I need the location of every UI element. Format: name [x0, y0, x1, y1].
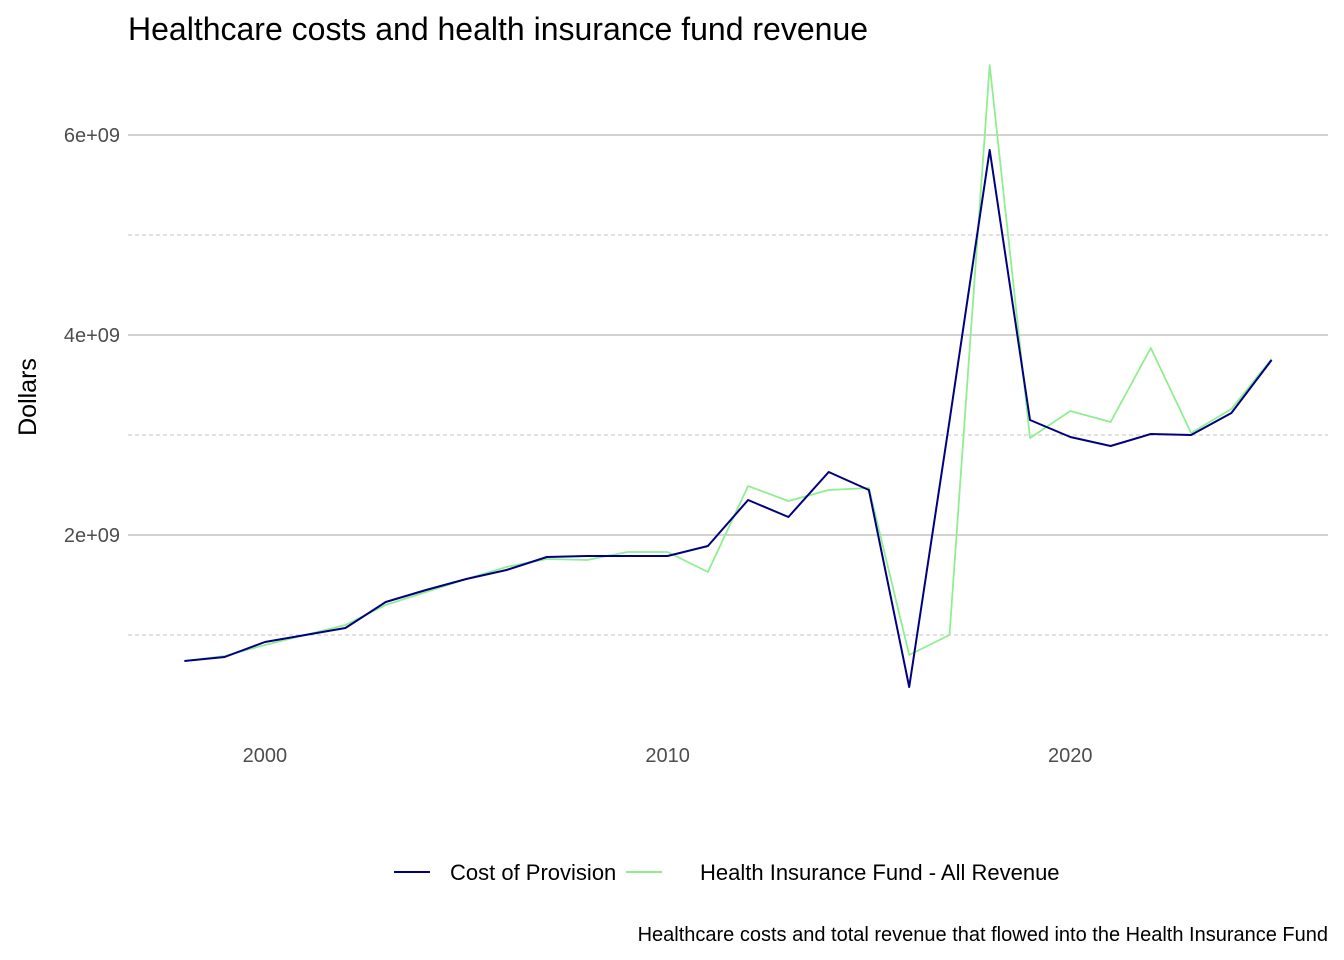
- chart-title: Healthcare costs and health insurance fu…: [128, 11, 868, 47]
- legend-label-cost-of-provision: Cost of Provision: [450, 860, 616, 885]
- series-layer: [184, 64, 1273, 688]
- x-tick-label: 2000: [243, 745, 288, 767]
- series-line-health-insurance-fund: [184, 64, 1273, 662]
- x-tick-label: 2010: [645, 745, 690, 767]
- x-tick-label: 2020: [1048, 745, 1093, 767]
- y-tick-label: 2e+09: [64, 525, 120, 547]
- legend: Cost of Provision Health Insurance Fund -…: [394, 860, 1060, 885]
- legend-label-health-insurance-fund: Health Insurance Fund - All Revenue: [700, 860, 1060, 885]
- chart-caption: Healthcare costs and total revenue that …: [638, 924, 1328, 946]
- y-axis-title: Dollars: [14, 358, 42, 436]
- x-axis-ticks: 2000 2010 2020: [243, 745, 1093, 767]
- y-tick-label: 6e+09: [64, 125, 120, 147]
- y-tick-label: 4e+09: [64, 325, 120, 347]
- y-axis-ticks: 2e+09 4e+09 6e+09: [64, 125, 120, 547]
- series-line-cost-of-provision: [184, 149, 1273, 688]
- grid: [128, 134, 1328, 636]
